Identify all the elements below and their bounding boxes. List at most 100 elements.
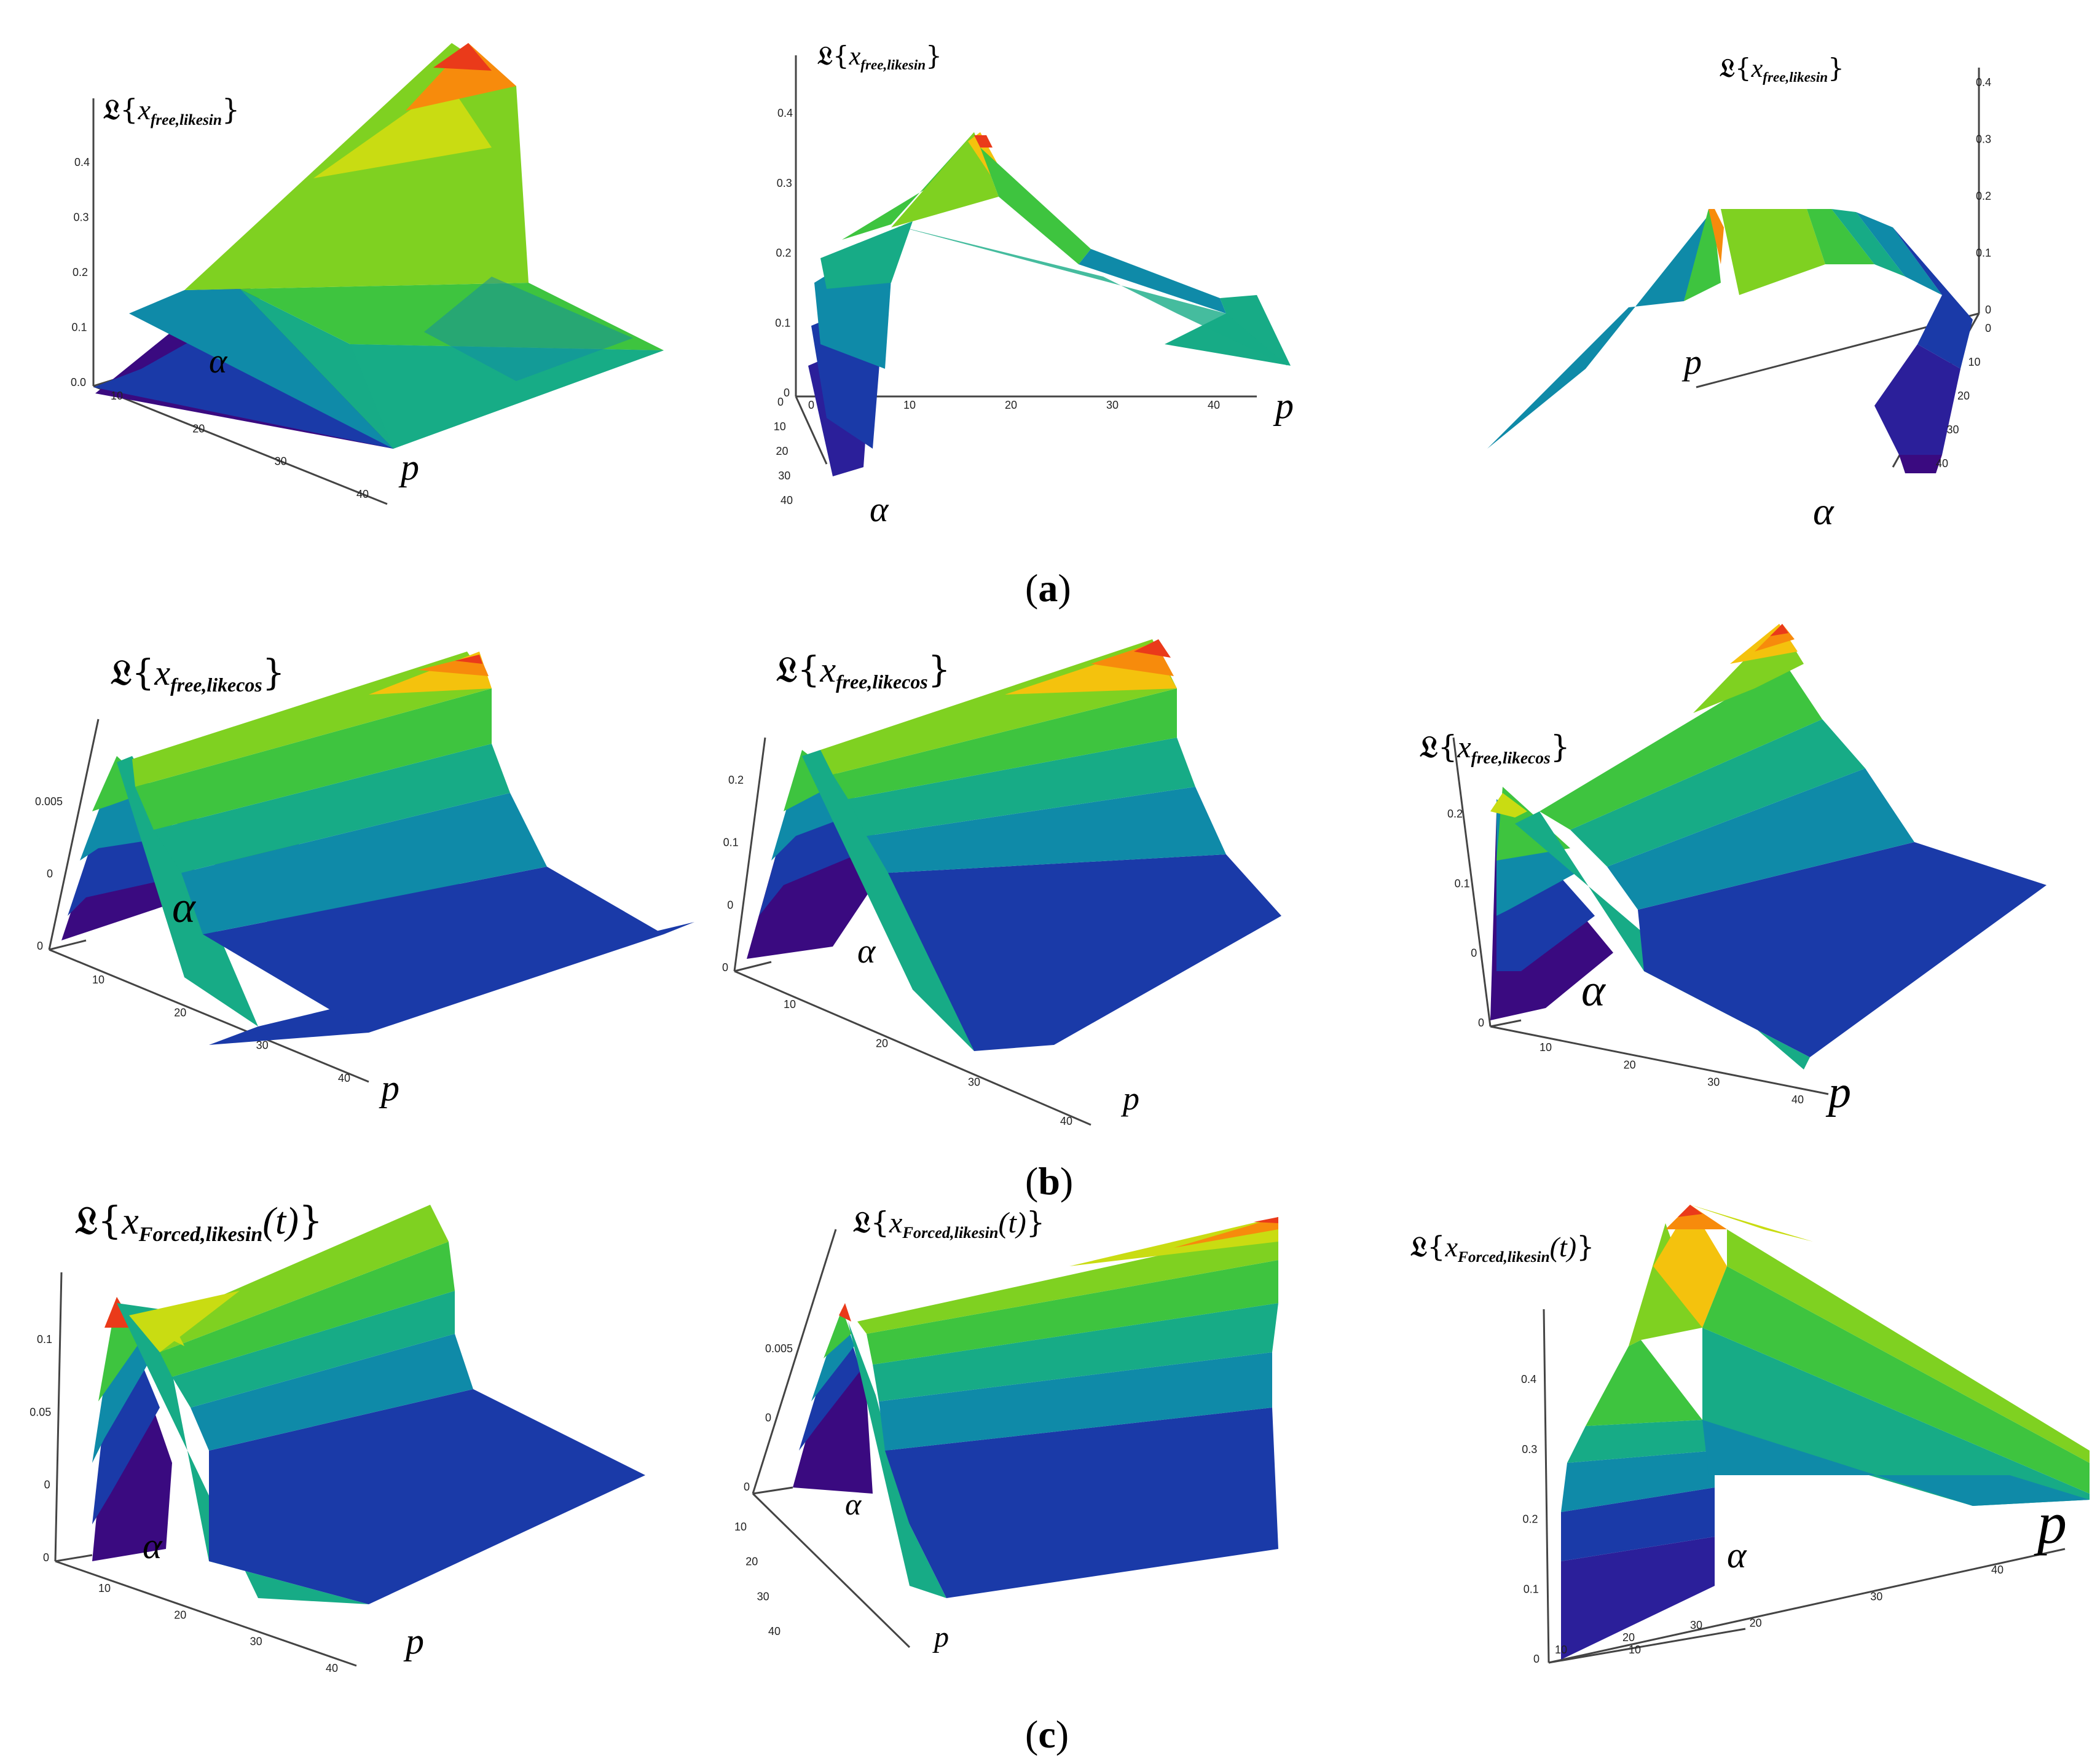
z-tick-label: 0.1 — [1976, 247, 1991, 259]
z-tick-label: 0 — [43, 1551, 49, 1564]
alpha-axis-label: α — [1813, 489, 1834, 533]
axes — [1543, 1309, 2066, 1664]
z-tick-label: 0.1 — [723, 837, 739, 849]
surface — [793, 1217, 1278, 1598]
z-tick-label: 0.2 — [1522, 1513, 1538, 1526]
p-tick-label: 30 — [1106, 399, 1119, 411]
p-tick-label: 40 — [356, 488, 369, 500]
z-tick-label: 0 — [765, 1412, 771, 1424]
p-tick-label: 0 — [808, 399, 814, 411]
p-axis-label: p — [406, 1621, 424, 1661]
panel-a1: 0.0 0.1 0.2 0.3 0.4 10 20 30 40 𝔏{xfree,likesin}… — [25, 25, 664, 529]
z-axis-label: 𝔏{xfree,likecos} — [111, 652, 285, 696]
axes — [48, 719, 369, 1083]
z-tick-label: 0.2 — [776, 247, 791, 259]
alpha-tick-label: 10 — [774, 420, 786, 433]
panel-a3: 0 0.1 0.2 0.3 0.4 0 10 20 30 40 𝔏{xfree,likesin} … — [1450, 25, 2090, 533]
alpha-tick-label: 40 — [768, 1625, 781, 1637]
axes — [752, 1229, 911, 1649]
alpha-axis-label: α — [209, 342, 227, 380]
z-tick-label: 0.2 — [73, 266, 88, 278]
p-tick-label: 20 — [1624, 1058, 1636, 1071]
alpha-axis-label: α — [143, 1526, 162, 1566]
axes — [54, 1272, 357, 1667]
z-axis-label: 𝔏{xfree,likesin} — [1720, 53, 1844, 85]
alpha-tick-label: 20 — [745, 1556, 758, 1568]
panel-a2: 0 0.1 0.2 0.3 0.4 0 10 20 30 40 0 10 20 30 40 𝔏{xfree,… — [734, 25, 1361, 529]
surface — [61, 652, 694, 1045]
alpha-tick-label: 30 — [778, 470, 790, 482]
p-tick-label: 20 — [1005, 399, 1017, 411]
z-tick-label: 0 — [784, 387, 790, 399]
caption-b: (b) — [1025, 1159, 1074, 1203]
p-axis-label: p — [2037, 1490, 2067, 1556]
p-axis-label: p — [401, 447, 419, 487]
surface — [93, 43, 664, 449]
panel-c3: 0 0.1 0.2 0.3 0.4 10 20 30 40 10 20 30 𝔏{xForced,li… — [1383, 1205, 2096, 1696]
p-tick-label: 10 — [98, 1582, 111, 1594]
z-tick-label: 0.005 — [765, 1342, 793, 1355]
alpha-axis-label: α — [857, 932, 876, 971]
p-tick-label: 10 — [1540, 1041, 1552, 1054]
p-tick-label: 30 — [275, 455, 287, 468]
p-tick-label: 20 — [174, 1609, 186, 1621]
alpha-tick-label: 20 — [1957, 390, 1970, 402]
p-tick-label: 20 — [192, 422, 205, 435]
surface — [1487, 209, 1973, 473]
z-tick-label: 0.2 — [1976, 190, 1991, 202]
surface-plot-a1: 0.0 0.1 0.2 0.3 0.4 10 20 30 40 — [71, 43, 664, 505]
alpha-axis-label: α — [1581, 966, 1605, 1016]
alpha-tick-label: 30 — [1690, 1619, 1702, 1631]
z-tick-label: 0 — [1471, 947, 1477, 959]
z-tick-label: 0.4 — [777, 107, 793, 119]
z-tick-label: 0 — [44, 1479, 50, 1491]
p-tick-label: 30 — [1870, 1590, 1882, 1602]
panel-c1: 0 0 0.05 0.1 10 20 30 40 𝔏{xForced,likesin(t)} … — [25, 1202, 688, 1696]
axes — [1452, 737, 1829, 1095]
panel-c2: 0 0 0.005 10 20 30 40 𝔏{xForced,likesin(t)} α … — [725, 1205, 1358, 1696]
p-axis-label: p — [1123, 1080, 1139, 1117]
z-axis-label: 𝔏{xfree,likecos} — [1420, 728, 1570, 767]
surface — [92, 1205, 645, 1604]
z-tick-label: 0.4 — [74, 156, 90, 168]
p-tick-label: 10 — [111, 390, 123, 402]
alpha-tick-label: 10 — [1555, 1644, 1567, 1656]
alpha-tick-label: 10 — [1968, 356, 1980, 368]
p-tick-label: 30 — [250, 1636, 262, 1648]
p-tick-label: 40 — [1791, 1093, 1804, 1106]
p-tick-label: 20 — [1750, 1617, 1762, 1629]
surface — [1490, 624, 2047, 1070]
z-tick-label: 0.4 — [1976, 76, 1991, 89]
surface-plot-c1: 0 0 0.05 0.1 10 20 30 40 — [29, 1205, 645, 1674]
z-tick-label: 0.4 — [1521, 1373, 1536, 1385]
z-tick-label: 0.05 — [29, 1406, 51, 1418]
p-tick-label: 40 — [326, 1662, 338, 1674]
surface-plot-c2: 0 0 0.005 10 20 30 40 — [734, 1217, 1278, 1649]
surface-plot-b1: 0 0 0.005 10 20 30 40 — [35, 652, 694, 1084]
z-tick-label: 0.1 — [71, 321, 87, 334]
surface-plot-a2: 0 0.1 0.2 0.3 0.4 0 10 20 30 40 0 10 20 30 40 — [774, 55, 1291, 506]
z-tick-label: 0.1 — [775, 317, 790, 329]
alpha-tick-label: 30 — [1946, 424, 1959, 436]
p-tick-label: 20 — [876, 1037, 888, 1049]
alpha-tick-label: 0 — [1985, 322, 1991, 334]
surface — [808, 132, 1291, 476]
alpha-tick-label: 40 — [781, 494, 793, 506]
panel-b3: 0 0 0.1 0.2 10 20 30 40 𝔏{xfree,likecos} α p — [1420, 624, 2086, 1131]
z-axis-label: 𝔏{xForced,likesin(t)} — [853, 1205, 1045, 1242]
z-tick-label: 0 — [1985, 304, 1991, 316]
alpha-tick-label: 40 — [1936, 457, 1948, 470]
z-tick-label: 0.3 — [73, 211, 88, 224]
p-axis-label: p — [1684, 342, 1702, 382]
z-tick-label: 0 — [727, 899, 733, 911]
p-tick-label: 30 — [968, 1076, 980, 1089]
p-axis-label: p — [1275, 385, 1294, 426]
z-tick-label: 0.1 — [1455, 877, 1470, 889]
p-tick-label: 40 — [1208, 399, 1220, 411]
surface — [747, 639, 1281, 1051]
p-tick-label: 30 — [1707, 1076, 1720, 1089]
alpha-axis-label: α — [172, 883, 195, 932]
p-tick-label: 40 — [1060, 1115, 1072, 1127]
z-axis-label: 𝔏{xfree,likecos} — [776, 648, 951, 693]
z-tick-label: 0 — [1533, 1653, 1540, 1665]
